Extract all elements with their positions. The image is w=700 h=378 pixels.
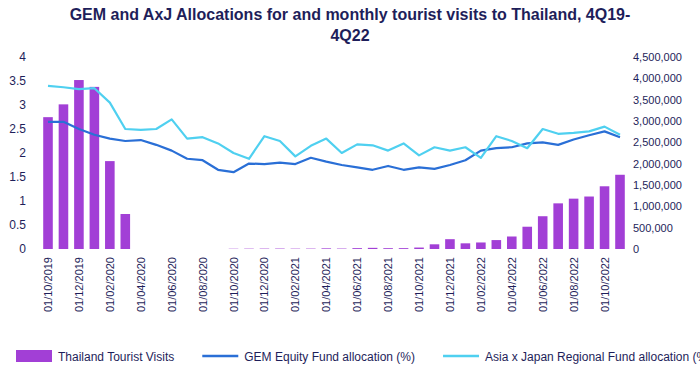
y-tick-label: 0.5 bbox=[9, 218, 26, 232]
legend: Thailand Tourist Visits GEM Equity Fund a… bbox=[16, 350, 700, 364]
bar bbox=[337, 248, 347, 249]
y-tick-label: 0 bbox=[19, 242, 26, 256]
bar bbox=[461, 243, 471, 249]
y2-tick-label: 500,000 bbox=[633, 222, 673, 234]
bar bbox=[291, 248, 301, 249]
bar bbox=[59, 104, 69, 249]
bar bbox=[352, 248, 362, 249]
legend-label: Thailand Tourist Visits bbox=[58, 350, 174, 364]
bar bbox=[213, 249, 223, 250]
bar bbox=[538, 216, 548, 249]
bar bbox=[151, 249, 161, 250]
bar bbox=[584, 197, 594, 249]
bar bbox=[492, 240, 502, 249]
x-tick-label: 01/06/2020 bbox=[166, 257, 178, 312]
bar bbox=[600, 186, 610, 249]
legend-label: GEM Equity Fund allocation (%) bbox=[244, 350, 415, 364]
bar bbox=[275, 248, 285, 249]
bar bbox=[383, 248, 393, 249]
x-tick-label: 01/06/2022 bbox=[537, 257, 549, 312]
line bbox=[48, 86, 620, 159]
y-tick-label: 1.5 bbox=[9, 170, 26, 184]
x-tick-label: 01/04/2021 bbox=[320, 257, 332, 312]
x-tick-label: 01/10/2022 bbox=[599, 257, 611, 312]
bar bbox=[615, 175, 625, 249]
bar bbox=[306, 248, 316, 249]
legend-swatch bbox=[202, 355, 238, 358]
bar bbox=[121, 214, 131, 249]
x-tick-label: 01/02/2022 bbox=[475, 257, 487, 312]
y2-tick-label: 0 bbox=[633, 243, 639, 255]
x-tick-label: 01/02/2021 bbox=[289, 257, 301, 312]
bar bbox=[399, 248, 409, 249]
chart: 0 0.5 1 1.5 2 2.5 3 3.5 4 0 500,000 1,000,000 1,500,… bbox=[0, 0, 700, 378]
x-tick-label: 01/08/2020 bbox=[197, 257, 209, 312]
y2-tick-label: 3,000,000 bbox=[633, 115, 682, 127]
bar bbox=[476, 242, 486, 249]
y-tick-label: 3 bbox=[19, 98, 26, 112]
bar bbox=[182, 249, 192, 250]
legend-swatch bbox=[16, 350, 52, 362]
y2-tick-label: 2,500,000 bbox=[633, 136, 682, 148]
x-tick-label: 01/12/2021 bbox=[444, 257, 456, 312]
x-tick-label: 01/10/2020 bbox=[228, 257, 240, 312]
bar bbox=[414, 248, 424, 249]
x-tick-label: 01/06/2021 bbox=[351, 257, 363, 312]
x-tick-label: 01/08/2022 bbox=[568, 257, 580, 312]
y2-tick-label: 1,500,000 bbox=[633, 179, 682, 191]
y2-tick-label: 4,500,000 bbox=[633, 51, 682, 63]
bar bbox=[522, 227, 532, 249]
bar bbox=[198, 249, 208, 250]
bar bbox=[569, 199, 579, 249]
bar bbox=[105, 161, 115, 249]
y2-tick-label: 1,000,000 bbox=[633, 200, 682, 212]
x-tick-label: 01/12/2019 bbox=[73, 257, 85, 312]
x-tick-label: 01/12/2020 bbox=[258, 257, 270, 312]
y-tick-label: 4 bbox=[19, 50, 26, 64]
bar bbox=[229, 248, 239, 249]
y2-tick-label: 2,000,000 bbox=[633, 158, 682, 170]
x-tick-label: 01/04/2020 bbox=[135, 257, 147, 312]
bar bbox=[368, 248, 378, 249]
legend-swatch bbox=[443, 355, 479, 358]
y-tick-label: 1 bbox=[19, 194, 26, 208]
x-tick-label: 01/08/2021 bbox=[382, 257, 394, 312]
plot-marks bbox=[43, 80, 625, 249]
legend-label: Asia x Japan Regional Fund allocation (%… bbox=[485, 350, 700, 364]
bar bbox=[553, 203, 563, 249]
bar bbox=[136, 249, 146, 250]
y-tick-label: 2.5 bbox=[9, 122, 26, 136]
x-tick-label: 01/10/2019 bbox=[42, 257, 54, 312]
y2-tick-label: 4,000,000 bbox=[633, 72, 682, 84]
bar bbox=[430, 244, 440, 249]
y2-tick-label: 3,500,000 bbox=[633, 94, 682, 106]
y-tick-label: 3.5 bbox=[9, 74, 26, 88]
bar bbox=[321, 248, 331, 249]
bar bbox=[445, 239, 455, 249]
bar bbox=[260, 248, 270, 249]
y-tick-label: 2 bbox=[19, 146, 26, 160]
bar bbox=[244, 248, 254, 249]
x-tick-label: 01/04/2022 bbox=[506, 257, 518, 312]
bar bbox=[74, 80, 84, 249]
x-tick-label: 01/10/2021 bbox=[413, 257, 425, 312]
bar bbox=[43, 117, 53, 249]
bar bbox=[167, 249, 177, 250]
bar bbox=[507, 236, 517, 249]
x-tick-label: 01/02/2020 bbox=[104, 257, 116, 312]
chart-title: GEM and AxJ Allocations for and monthly … bbox=[60, 4, 640, 46]
bar bbox=[90, 87, 100, 249]
